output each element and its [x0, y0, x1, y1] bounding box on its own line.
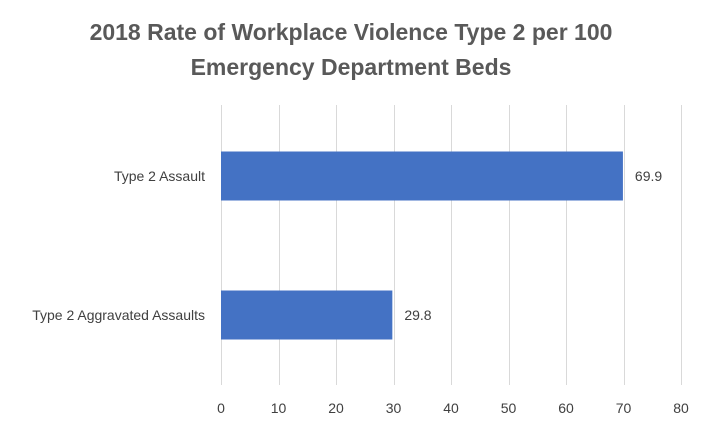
bars [221, 151, 623, 340]
category-labels: Type 2 Assault Type 2 Aggravated Assaults [32, 168, 205, 323]
category-label-1: Type 2 Assault [114, 168, 205, 184]
x-tick-label-40: 40 [443, 400, 459, 416]
chart-title-line-1: 2018 Rate of Workplace Violence Type 2 p… [90, 19, 613, 45]
x-tick-label-10: 10 [271, 400, 287, 416]
x-tick-label-70: 70 [616, 400, 632, 416]
x-tick-label-20: 20 [328, 400, 344, 416]
x-tick-label-0: 0 [217, 400, 225, 416]
x-tick-label-60: 60 [558, 400, 574, 416]
data-label-2: 29.8 [404, 307, 431, 323]
x-tick-label-80: 80 [673, 400, 689, 416]
category-label-2: Type 2 Aggravated Assaults [32, 307, 205, 323]
gridlines [221, 105, 682, 385]
chart-title: 2018 Rate of Workplace Violence Type 2 p… [90, 19, 613, 80]
bar-2 [221, 290, 393, 340]
bar-1 [221, 151, 623, 201]
x-tick-label-30: 30 [386, 400, 402, 416]
data-labels: 69.9 29.8 [404, 168, 662, 323]
chart-title-line-2: Emergency Department Beds [191, 54, 512, 80]
x-tick-label-50: 50 [501, 400, 517, 416]
x-axis-tick-labels: 0 10 20 30 40 50 60 70 80 [217, 400, 689, 416]
data-label-1: 69.9 [635, 168, 662, 184]
